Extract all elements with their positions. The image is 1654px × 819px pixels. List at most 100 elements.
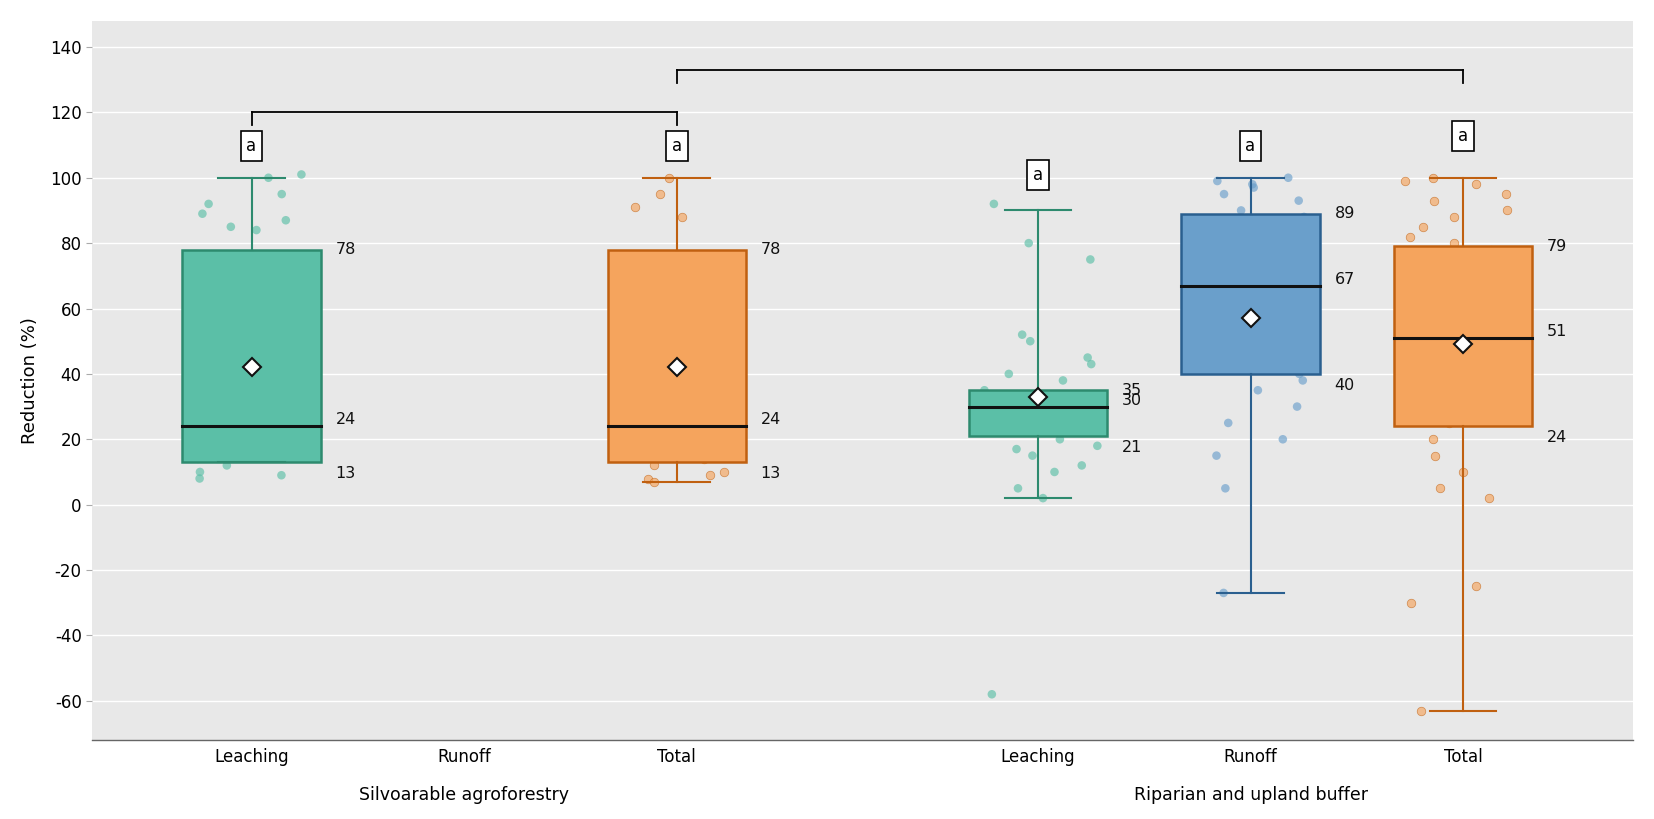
Text: a: a [672, 137, 681, 155]
Point [1067, 426, 1093, 439]
Point [668, 210, 695, 224]
Point [1075, 351, 1102, 364]
Point [268, 442, 294, 455]
Point [1422, 449, 1449, 462]
Point [1474, 383, 1500, 396]
Point [981, 390, 1007, 403]
Point [185, 452, 212, 465]
Point [1245, 342, 1272, 355]
Point [1421, 194, 1447, 207]
Point [1419, 325, 1446, 338]
Point [1216, 416, 1242, 429]
Point [1035, 406, 1062, 419]
Point [617, 432, 643, 446]
Point [1245, 383, 1272, 396]
Text: a: a [1034, 166, 1044, 184]
Point [1394, 319, 1421, 332]
Point [711, 465, 738, 478]
Point [1211, 302, 1237, 315]
Point [1500, 309, 1527, 322]
Point [1464, 580, 1490, 593]
Point [1285, 194, 1312, 207]
Point [1202, 325, 1229, 338]
Point [1394, 374, 1421, 387]
Point [185, 432, 212, 446]
Point [1444, 279, 1470, 292]
Point [227, 309, 253, 322]
Point [213, 459, 240, 472]
Point [1212, 482, 1239, 495]
Point [1184, 279, 1211, 292]
Point [1432, 296, 1459, 309]
Point [1485, 400, 1512, 413]
Point [195, 197, 222, 210]
Point [273, 214, 299, 227]
Point [982, 416, 1009, 429]
Point [243, 276, 270, 289]
Point [1290, 210, 1317, 224]
Point [1047, 432, 1073, 446]
Point [650, 442, 676, 455]
Point [640, 475, 667, 488]
Point [1240, 181, 1267, 194]
Point [1447, 253, 1474, 266]
Bar [1394, 247, 1532, 426]
Point [1284, 400, 1310, 413]
Text: 78: 78 [761, 242, 781, 257]
Point [1204, 174, 1231, 188]
Point [1475, 491, 1502, 505]
Point [255, 171, 281, 184]
Point [1016, 237, 1042, 250]
Point [1025, 400, 1052, 413]
Point [1239, 178, 1265, 191]
Point [637, 378, 663, 391]
Point [213, 400, 240, 413]
Point [230, 426, 256, 439]
Bar [969, 390, 1107, 436]
Point [1184, 253, 1211, 266]
Point [1189, 335, 1216, 348]
Bar [182, 250, 321, 462]
Text: 21: 21 [1121, 440, 1143, 455]
Point [691, 452, 718, 465]
Point [655, 171, 681, 184]
Point [1083, 439, 1110, 452]
Point [1236, 230, 1262, 243]
Text: 35: 35 [1121, 382, 1141, 398]
Point [1494, 188, 1520, 201]
Text: 30: 30 [1121, 392, 1141, 408]
Point [1275, 171, 1302, 184]
Text: 78: 78 [336, 242, 356, 257]
Y-axis label: Reduction (%): Reduction (%) [22, 317, 38, 444]
Point [1009, 328, 1035, 342]
Text: Silvoarable agroforestry: Silvoarable agroforestry [359, 785, 569, 803]
Point [1441, 237, 1467, 250]
Text: 24: 24 [336, 412, 356, 428]
Point [1398, 596, 1424, 609]
Point [971, 383, 997, 396]
Point [1393, 174, 1419, 188]
Point [1399, 335, 1426, 348]
Point [1403, 368, 1429, 381]
Point [1179, 237, 1206, 250]
Point [624, 400, 650, 413]
Point [996, 423, 1022, 436]
Point [1409, 220, 1436, 233]
Point [1272, 220, 1298, 233]
Point [657, 446, 683, 459]
Text: 24: 24 [761, 412, 781, 428]
Point [1408, 704, 1434, 717]
Point [680, 419, 706, 432]
Point [1249, 361, 1275, 374]
Point [233, 446, 260, 459]
Point [1017, 335, 1044, 348]
Point [1474, 263, 1500, 276]
Text: Riparian and upland buffer: Riparian and upland buffer [1133, 785, 1368, 803]
Point [1202, 449, 1229, 462]
Text: 13: 13 [336, 466, 356, 481]
Point [719, 449, 746, 462]
Point [1277, 263, 1303, 276]
Point [1004, 410, 1030, 423]
Point [265, 361, 291, 374]
Point [642, 459, 668, 472]
